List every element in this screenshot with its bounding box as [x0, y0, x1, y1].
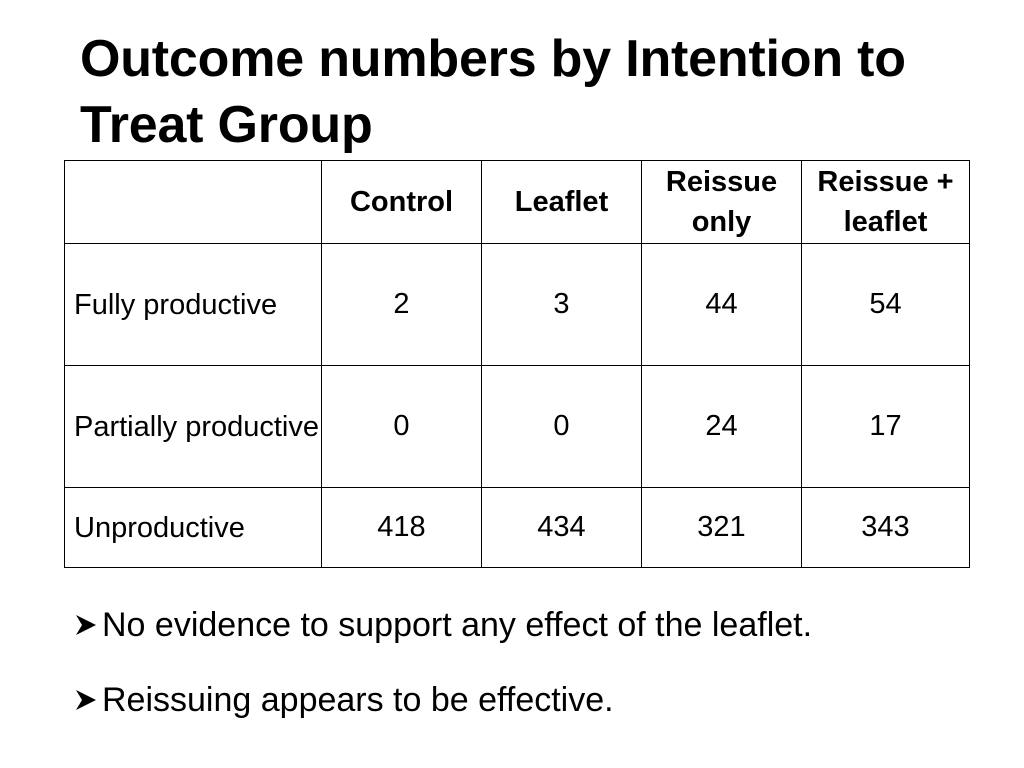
table-cell: 343	[801, 487, 970, 568]
bullet-item: Reissuing appears to be effective.	[72, 675, 812, 725]
bullet-text: Reissuing appears to be effective.	[102, 680, 614, 719]
table-row: Partially productive 0 0 24 17	[64, 365, 970, 488]
row-label-unproductive: Unproductive	[64, 487, 322, 568]
table-cell: 2	[321, 243, 482, 366]
arrow-bullet-icon	[76, 690, 96, 710]
table-cell: 434	[481, 487, 642, 568]
table-corner-cell	[64, 160, 322, 244]
column-header-leaflet: Leaflet	[481, 160, 642, 244]
table-cell: 44	[641, 243, 802, 366]
row-label-fully-productive: Fully productive	[64, 243, 322, 366]
table-cell: 17	[801, 365, 970, 488]
table-cell: 418	[321, 487, 482, 568]
table-cell: 3	[481, 243, 642, 366]
bullet-item: No evidence to support any effect of the…	[72, 600, 812, 650]
column-header-reissue-leaflet: Reissue + leaflet	[801, 160, 970, 244]
table-header-row: Control Leaflet Reissue only Reissue + l…	[64, 160, 970, 244]
table-cell: 24	[641, 365, 802, 488]
column-header-reissue-only: Reissue only	[641, 160, 802, 244]
column-header-control: Control	[321, 160, 482, 244]
table-row: Unproductive 418 434 321 343	[64, 487, 970, 568]
table-cell: 321	[641, 487, 802, 568]
slide-title: Outcome numbers by Intention to Treat Gr…	[80, 30, 906, 154]
outcome-table: Control Leaflet Reissue only Reissue + l…	[64, 160, 970, 568]
arrow-bullet-icon	[76, 615, 96, 635]
table-cell: 0	[481, 365, 642, 488]
table-row: Fully productive 2 3 44 54	[64, 243, 970, 366]
table-cell: 54	[801, 243, 970, 366]
table-cell: 0	[321, 365, 482, 488]
bullet-list: No evidence to support any effect of the…	[72, 600, 812, 750]
row-label-partially-productive: Partially productive	[64, 365, 322, 488]
bullet-text: No evidence to support any effect of the…	[102, 605, 813, 644]
